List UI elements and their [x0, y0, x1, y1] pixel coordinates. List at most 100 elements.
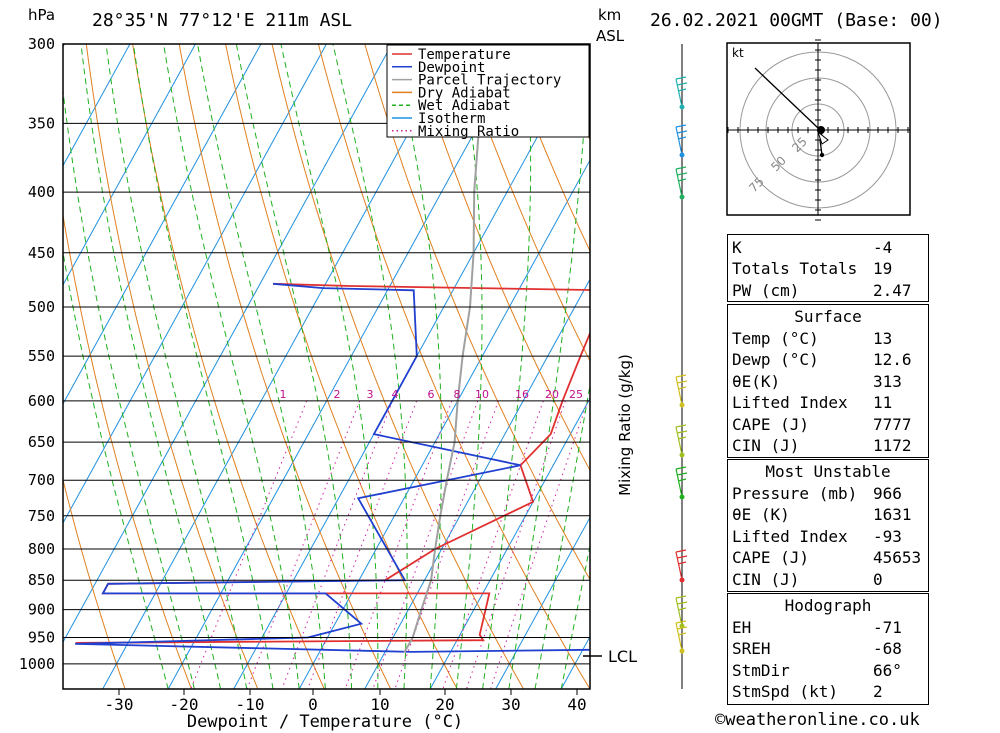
dry-adiabat-line	[225, 44, 458, 689]
index-key: Totals Totals	[732, 259, 858, 279]
wind-barb	[675, 166, 688, 198]
x-tick-label: 30	[501, 695, 520, 714]
x-tick-label: 40	[567, 695, 586, 714]
index-value: 19	[873, 259, 893, 279]
index-value: 1172	[873, 436, 912, 455]
hodograph-arrow	[816, 130, 829, 145]
asl-unit-label: ASL	[596, 27, 625, 45]
wet-adiabat-line	[80, 44, 222, 689]
index-value: 0	[873, 569, 883, 589]
pressure-tick-label: 350	[28, 114, 55, 132]
index-value: 2	[873, 682, 883, 702]
index-key: Temp (°C)	[732, 329, 819, 348]
index-value: -4	[873, 238, 893, 257]
dry-adiabat-line	[63, 212, 192, 689]
wind-barb	[675, 424, 688, 456]
index-row: Lifted Index 11	[728, 392, 928, 413]
hodograph-indices-table: Hodograph EH -71 SREH -68 StmDir 66° StmSpd (kt…	[727, 593, 929, 705]
wet-adiabat-line	[280, 44, 379, 689]
mixing-ratio-label: 8	[454, 388, 461, 401]
x-tick-label: 10	[370, 695, 389, 714]
isotherm-line	[63, 44, 393, 644]
mixing-ratio-label: 4	[392, 388, 399, 401]
pressure-tick-label: 850	[28, 571, 55, 589]
index-key: PW (cm)	[732, 280, 800, 300]
legend-entry: Mixing Ratio	[418, 124, 519, 140]
index-value: 966	[873, 484, 902, 503]
legend-entry: Dry Adiabat	[418, 85, 511, 101]
dry-adiabat-line	[63, 478, 126, 689]
index-value: -71	[873, 618, 902, 637]
index-key: StmSpd (kt)	[732, 682, 838, 702]
index-row: CIN (J) 1172	[728, 435, 928, 456]
pressure-unit-label: hPa	[28, 6, 56, 24]
index-section-title: Most Unstable	[765, 462, 891, 481]
index-section-title: Hodograph	[784, 596, 872, 615]
sounding-datetime: 26.02.2021 00GMT (Base: 00)	[650, 10, 943, 31]
pressure-tick-label: 750	[28, 507, 55, 525]
index-row: CAPE (J) 7777	[728, 414, 928, 435]
wet-adiabat-line	[63, 249, 169, 689]
index-key: θE(K)	[732, 371, 781, 391]
mixing-ratio-label: 10	[475, 388, 489, 401]
index-key: Lifted Index	[732, 393, 848, 413]
copyright-footer[interactable]: ©weatheronline.co.uk	[715, 710, 920, 730]
mixing-ratio-label: 3	[367, 388, 374, 401]
index-key: K	[732, 238, 742, 257]
mixing-ratio-line	[190, 400, 308, 689]
x-axis-label: Dewpoint / Temperature (°C)	[187, 712, 463, 732]
plot-frame	[62, 43, 591, 690]
index-row: Lifted Index -93	[728, 526, 928, 547]
wind-barb	[675, 620, 688, 652]
legend-entry: Isotherm	[418, 111, 485, 127]
pressure-tick-label: 600	[28, 392, 55, 410]
index-value: 12.6	[873, 350, 912, 370]
legend-entry: Parcel Trajectory	[418, 73, 561, 89]
dry-adiabat-line	[271, 44, 525, 689]
surface-indices-table: Surface Temp (°C) 13 Dewp (°C) 12.6 θE(K) 313 L…	[727, 304, 929, 458]
index-row: Totals Totals 19	[728, 258, 928, 279]
pressure-tick-label: 900	[28, 601, 55, 619]
hodograph-unit: kt	[732, 46, 744, 60]
hodograph-point	[819, 152, 825, 158]
index-key: CIN (J)	[732, 436, 800, 455]
index-row: EH -71	[728, 617, 928, 638]
wind-barb	[675, 549, 688, 581]
index-row: PW (cm) 2.47	[728, 280, 928, 301]
index-row: Pressure (mb) 966	[728, 483, 928, 504]
index-value: 66°	[873, 660, 902, 680]
mixing-ratio-label: 1	[280, 388, 287, 401]
index-value: 2.47	[873, 280, 912, 300]
index-value: -68	[873, 639, 902, 659]
pressure-tick-label: 950	[28, 628, 55, 646]
km-unit-label: km	[598, 6, 622, 24]
dry-adiabat-line	[457, 44, 590, 363]
index-value: 13	[873, 329, 893, 348]
isotherm-line	[495, 516, 590, 689]
isotherm-line	[63, 44, 196, 286]
index-row: CIN (J) 0	[728, 569, 928, 590]
legend-entry: Wet Adiabat	[418, 98, 511, 114]
index-row: StmDir 66°	[728, 660, 928, 681]
index-key: CAPE (J)	[732, 414, 810, 434]
index-row: SREH -68	[728, 638, 928, 659]
index-key: CAPE (J)	[732, 548, 810, 568]
x-tick-label: 20	[435, 695, 454, 714]
wet-adiabat-line	[197, 44, 326, 689]
dry-adiabat-line	[317, 44, 590, 689]
index-key: SREH	[732, 639, 771, 659]
index-value: 45653	[873, 548, 922, 568]
mixing-ratio-label: 25	[569, 388, 583, 401]
index-row: CAPE (J) 45653	[728, 547, 928, 568]
wet-adiabat-line	[105, 44, 248, 689]
pressure-tick-label: 500	[28, 298, 55, 316]
isotherm-line	[63, 44, 262, 405]
pressure-tick-label: 700	[28, 471, 55, 489]
wet-adiabat-line	[534, 382, 590, 689]
x-tick-label: -20	[170, 695, 199, 714]
station-location-title: 28°35'N 77°12'E 211m ASL	[92, 10, 353, 31]
dry-adiabat-line	[132, 44, 325, 689]
index-value: 1631	[873, 505, 912, 525]
